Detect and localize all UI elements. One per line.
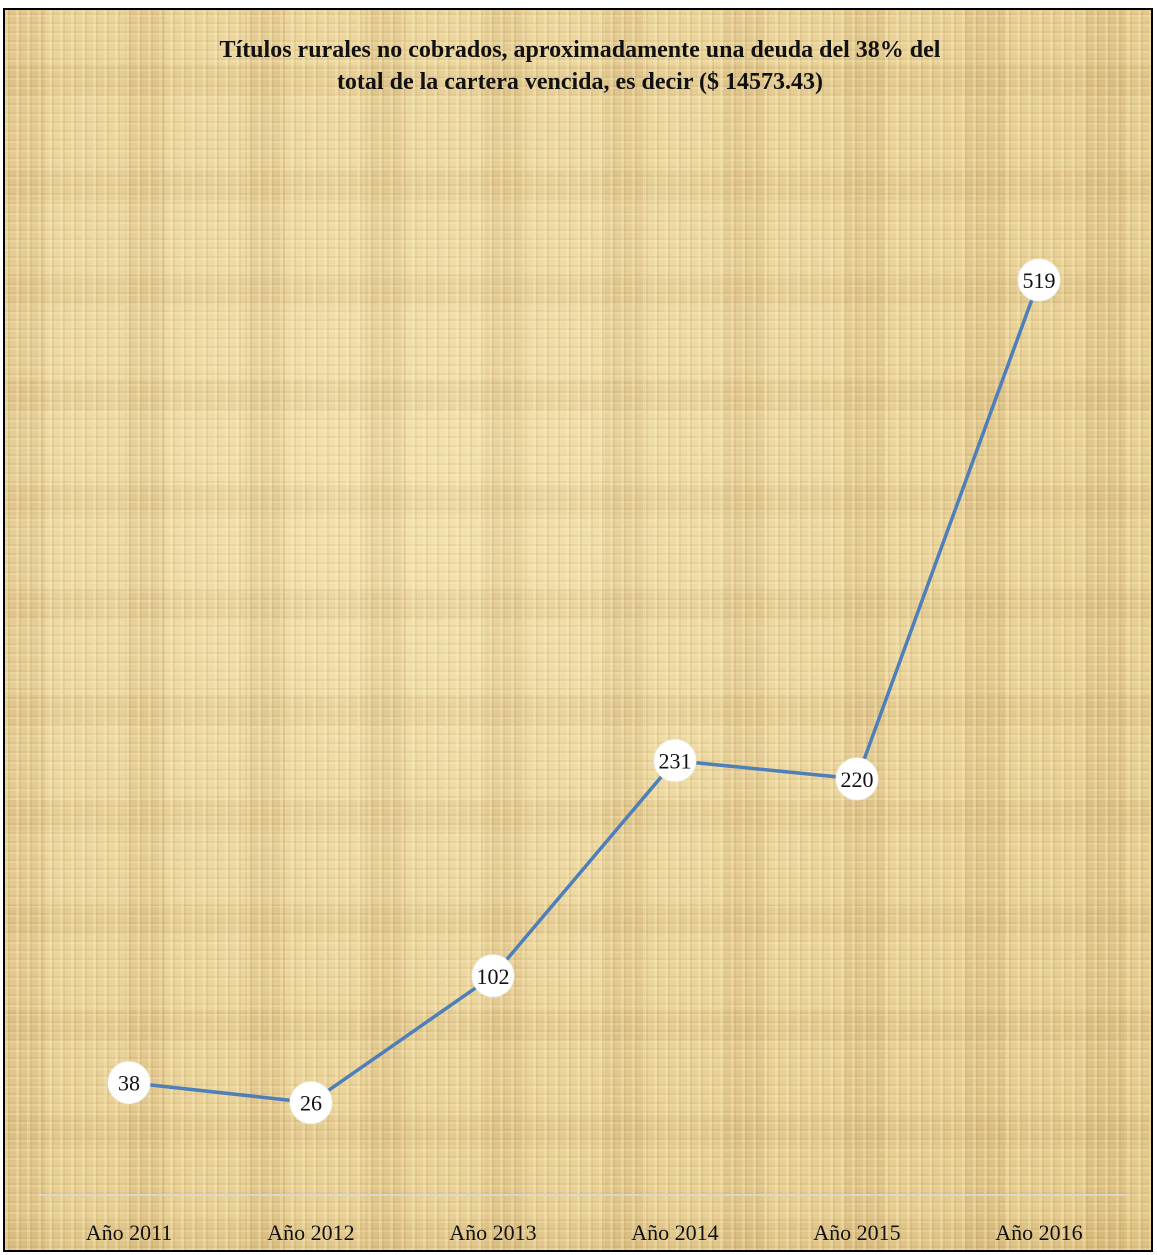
data-point-marker bbox=[835, 757, 879, 801]
chart-frame: Títulos rurales no cobrados, aproximadam… bbox=[3, 8, 1153, 1252]
data-point-marker bbox=[1017, 258, 1061, 302]
x-tick-label: Año 2012 bbox=[267, 1220, 354, 1245]
data-label: 519 bbox=[1023, 268, 1056, 293]
data-label: 231 bbox=[659, 749, 692, 774]
x-tick-label: Año 2014 bbox=[631, 1220, 718, 1245]
chart-title-line-2: total de la cartera vencida, es decir ($… bbox=[336, 69, 824, 95]
data-point-marker bbox=[653, 739, 697, 783]
x-tick-label: Año 2015 bbox=[813, 1220, 900, 1245]
data-label: 26 bbox=[300, 1091, 322, 1116]
x-tick-label: Año 2013 bbox=[449, 1220, 536, 1245]
data-label: 102 bbox=[477, 964, 510, 989]
data-point-marker bbox=[471, 954, 515, 998]
data-point-marker bbox=[107, 1061, 151, 1105]
chart-title: Títulos rurales no cobrados, aproximadam… bbox=[5, 34, 1151, 98]
data-label: 38 bbox=[118, 1071, 140, 1096]
data-point-marker bbox=[289, 1081, 333, 1125]
x-tick-label: Año 2011 bbox=[86, 1220, 173, 1245]
plot-area: 38 26 102 231 220 519 Año 2011 Año 2012 Año 2013… bbox=[38, 258, 1130, 1245]
x-tick-label: Año 2016 bbox=[995, 1220, 1082, 1245]
series-line bbox=[128, 279, 1041, 1105]
chart-title-line-1: Títulos rurales no cobrados, aproximadam… bbox=[219, 37, 941, 63]
data-label: 220 bbox=[841, 767, 874, 792]
